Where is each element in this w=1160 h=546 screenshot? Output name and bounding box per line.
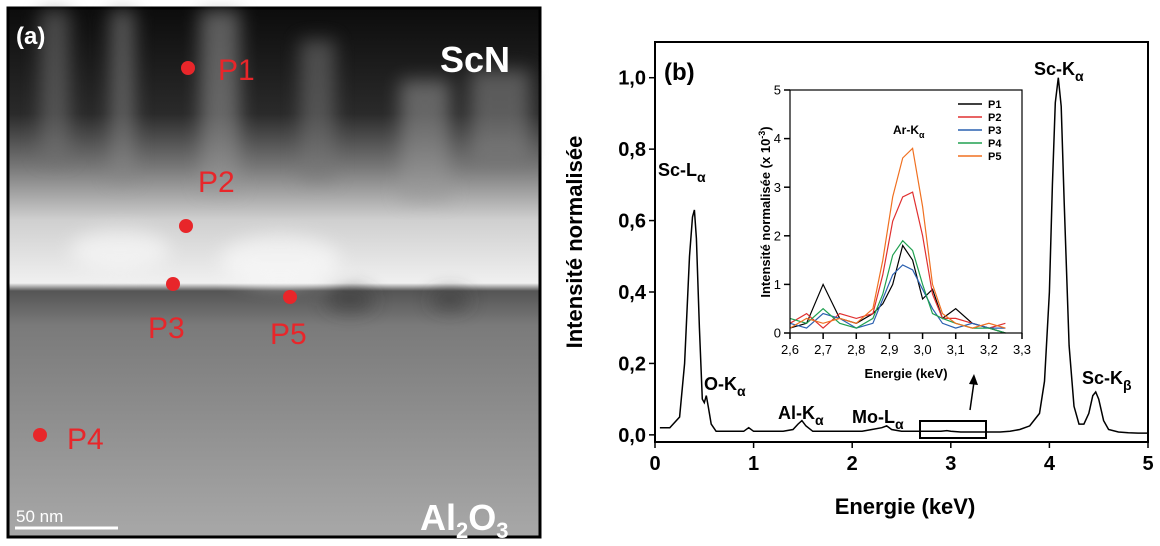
x-tick-label: 3,1: [947, 342, 965, 357]
x-tick-label: 2,8: [847, 342, 865, 357]
y-axis-label: Intensité normalisée (x 10-3): [757, 126, 773, 297]
label-part: α: [815, 412, 824, 428]
legend-label: P4: [988, 138, 1002, 150]
y-axis-label: Intensité normalisée: [562, 136, 587, 349]
data-line: [789, 147, 1006, 329]
y-tick-label: 1,0: [618, 68, 646, 90]
label-part: O: [468, 497, 496, 538]
label-part: O-K: [704, 374, 737, 394]
point-label: P4: [67, 423, 104, 456]
x-tick-label: 2: [847, 453, 858, 475]
label-part: ): [758, 126, 773, 130]
legend-label: P1: [988, 99, 1001, 111]
label-part: α: [1075, 68, 1084, 84]
y-tick-label: 0,4: [618, 282, 647, 304]
arrow-head: [969, 374, 978, 385]
x-tick-label: 2,6: [781, 342, 799, 357]
label-part: α: [919, 130, 925, 140]
y-tick-label: 4: [774, 131, 781, 146]
peak-label: Sc-Lα: [658, 160, 706, 185]
label-part: 3: [496, 518, 508, 541]
label-part: Sc-L: [658, 160, 697, 180]
label-part: Al-K: [778, 403, 815, 423]
legend-label: P5: [988, 151, 1001, 163]
label-part: 2: [456, 518, 468, 541]
x-tick-label: 3,3: [1013, 342, 1031, 357]
legend-label: P2: [988, 112, 1001, 124]
label-part: Ar-K: [893, 123, 919, 137]
label-part: Intensité normalisée (x 10: [758, 139, 773, 298]
point-label: P5: [270, 318, 307, 351]
x-tick-label: 2,7: [814, 342, 832, 357]
label-part: -3: [757, 131, 767, 139]
label-part: Mo-L: [852, 407, 895, 427]
data-line: [789, 244, 1006, 334]
peak-label: Mo-Lα: [852, 407, 904, 432]
point-label: P2: [198, 166, 235, 199]
label-part: Intensité normalisée: [562, 136, 587, 349]
x-axis-label: Energie (keV): [864, 366, 947, 381]
y-tick-label: 0,2: [618, 353, 646, 375]
point-label: P3: [148, 312, 185, 345]
inset-background: [790, 90, 1022, 333]
x-tick-label: 0: [649, 453, 660, 475]
label-part: β: [1123, 377, 1132, 393]
arrow: [969, 381, 975, 411]
label-part: Sc-K: [1034, 59, 1075, 79]
plot-frame: [654, 41, 1149, 443]
x-tick-label: 3,0: [914, 342, 932, 357]
y-tick-label: 2: [774, 228, 781, 243]
y-tick-label: 0,6: [618, 211, 646, 233]
label-part: α: [895, 416, 904, 432]
point-label: P1: [218, 54, 255, 87]
x-tick-label: 3: [945, 453, 956, 475]
y-tick-label: 3: [774, 180, 781, 195]
x-tick-label: 4: [1044, 453, 1056, 475]
point-marker: [166, 277, 180, 291]
chart-title: (b): [664, 59, 695, 86]
data-line: [789, 264, 1006, 329]
peak-label: Sc-Kα: [1034, 59, 1084, 84]
y-tick-label: 5: [774, 83, 781, 98]
x-tick-label: 1: [748, 453, 759, 475]
y-tick-label: 0,8: [618, 139, 646, 161]
inset-region: [919, 420, 987, 439]
point-marker: [179, 219, 193, 233]
label-part: α: [697, 169, 706, 185]
x-axis-label: Energie (keV): [835, 494, 976, 519]
panel-label: (a): [16, 23, 45, 50]
label-part: Al: [420, 497, 456, 538]
plot-frame: [789, 89, 1023, 334]
micrograph: [6, 6, 542, 539]
y-tick-label: 1: [774, 277, 781, 292]
peak-label: Sc-Kβ: [1082, 368, 1132, 393]
layer-label: Al2O3: [420, 497, 509, 541]
point-marker: [181, 61, 195, 75]
legend-label: P3: [988, 125, 1001, 137]
layer-label: ScN: [440, 39, 510, 80]
scale-bar-label: 50 nm: [16, 507, 63, 526]
x-tick-label: 3,2: [980, 342, 998, 357]
point-marker: [33, 428, 47, 442]
y-tick-label: 0,0: [618, 425, 646, 447]
x-tick-label: 2,9: [880, 342, 898, 357]
point-marker: [283, 290, 297, 304]
peak-label: Ar-Kα: [893, 123, 925, 140]
label-part: α: [737, 383, 746, 399]
label-part: Sc-K: [1082, 368, 1123, 388]
peak-label: O-Kα: [704, 374, 746, 399]
x-tick-label: 5: [1142, 453, 1153, 475]
peak-label: Al-Kα: [778, 403, 824, 428]
y-tick-label: 0: [774, 326, 781, 341]
data-line: [659, 77, 1148, 434]
